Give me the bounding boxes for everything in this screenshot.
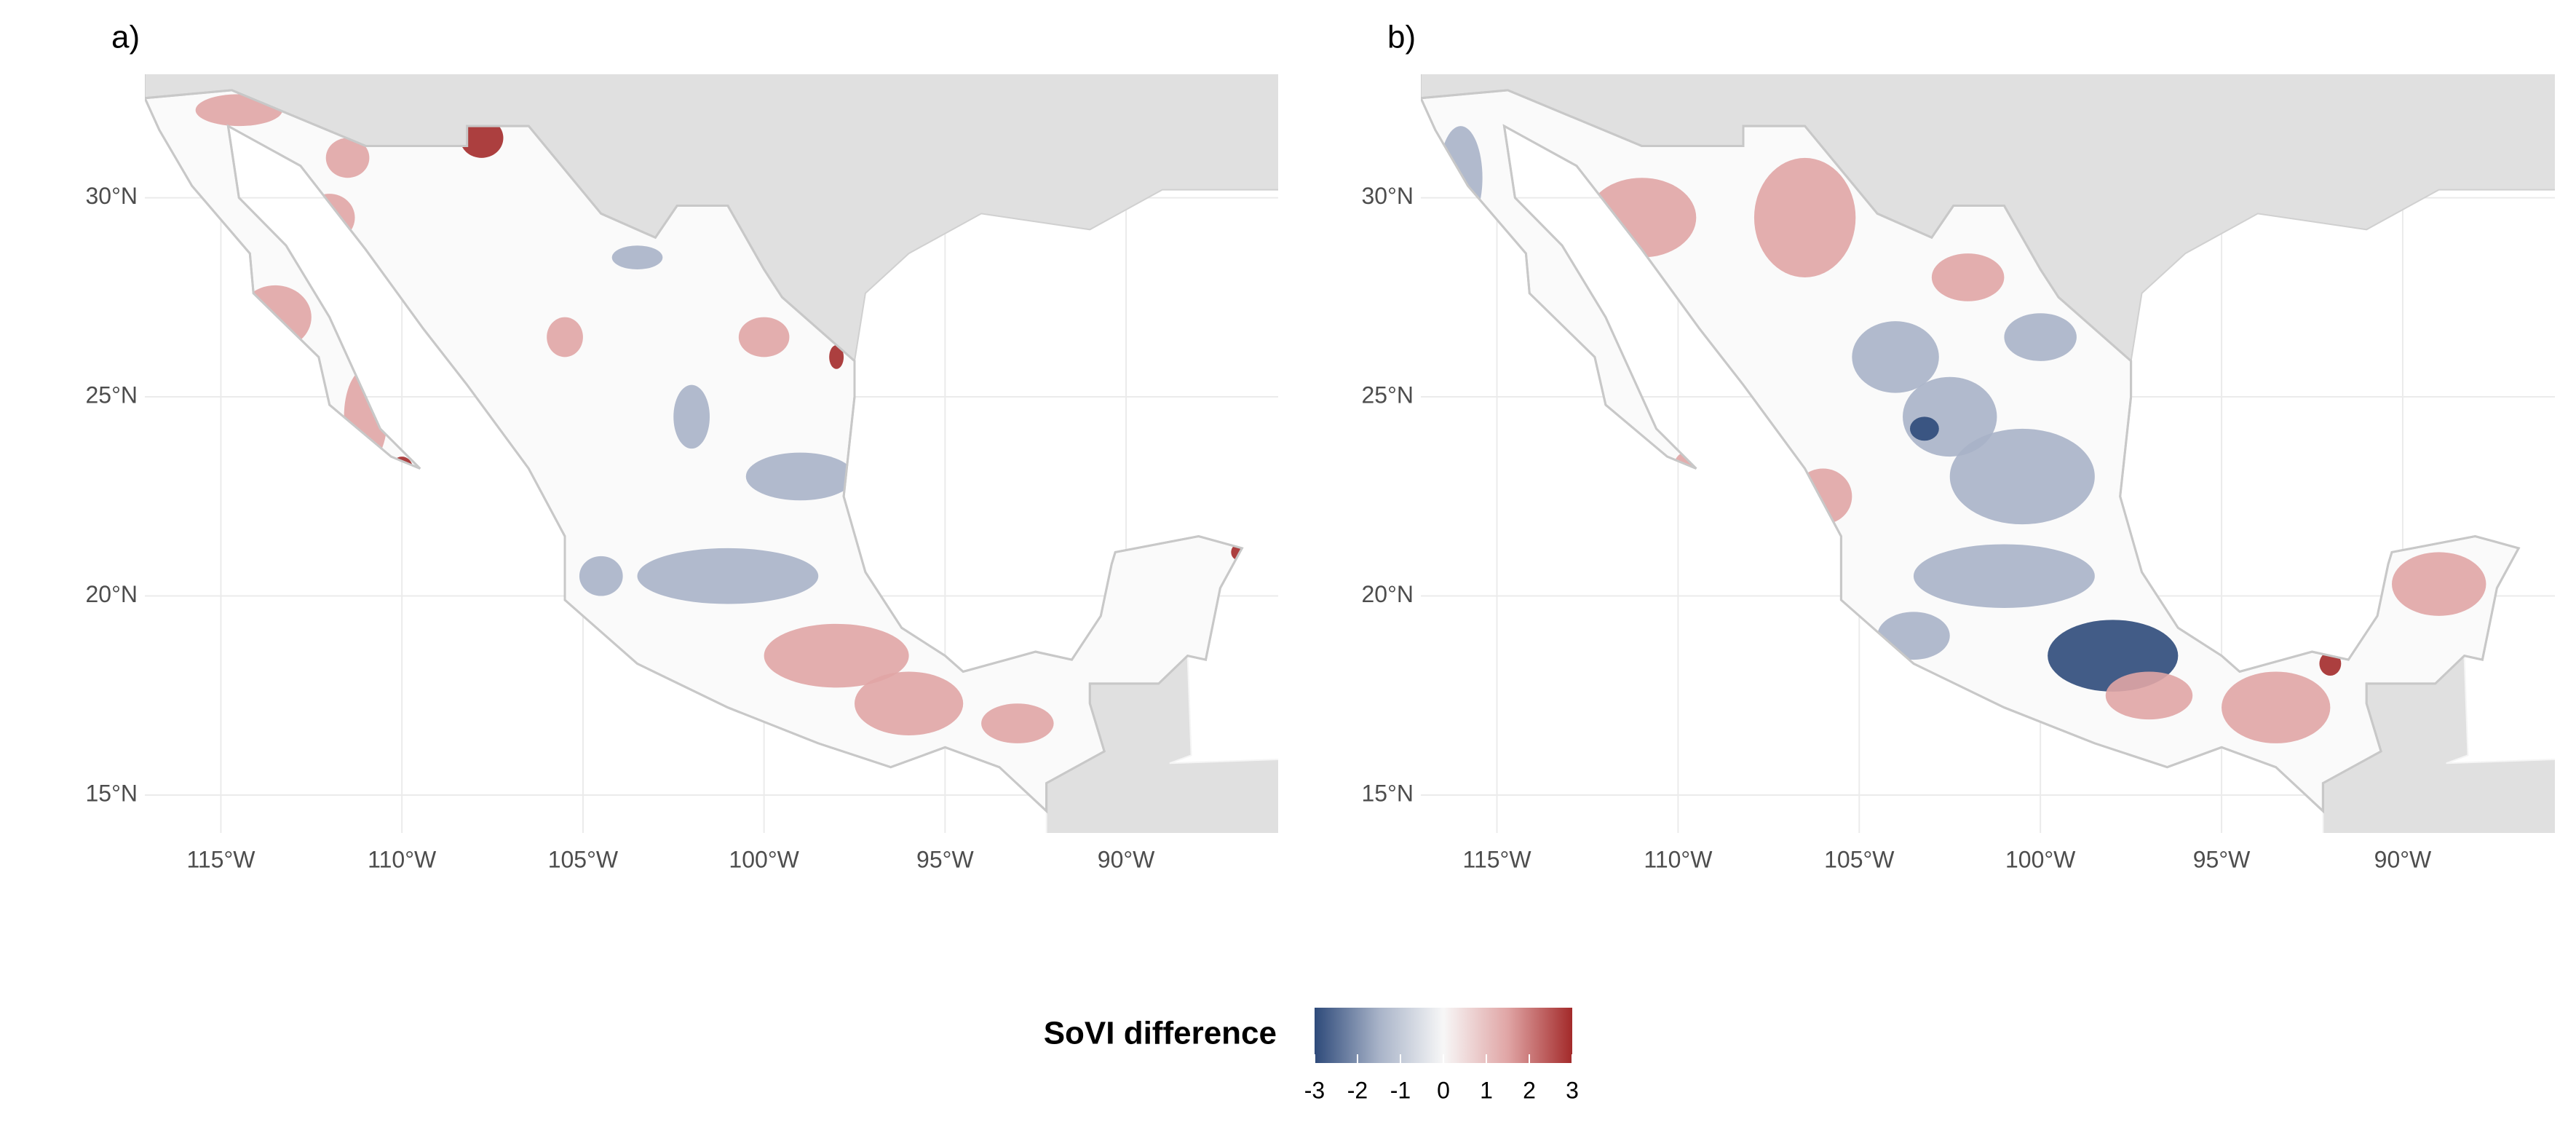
region xyxy=(579,556,623,596)
x-tick-label: 90°W xyxy=(2374,846,2432,872)
region xyxy=(1587,178,1697,258)
mexico-outline xyxy=(145,89,1244,814)
y-tick-label: 20°N xyxy=(1362,581,1414,607)
map-panel: 15°N 20°N 25°N 30°N 115°W 110°W 105°W 100°W 95°W… xyxy=(1362,20,2555,872)
region xyxy=(673,384,710,449)
region xyxy=(547,317,583,357)
panel-tag: a) xyxy=(111,20,140,55)
region xyxy=(459,118,504,158)
region xyxy=(2105,671,2193,720)
region xyxy=(1794,468,1852,525)
region xyxy=(829,344,844,369)
y-tick-label: 25°N xyxy=(1362,382,1414,408)
x-tick-label: 100°W xyxy=(729,846,799,872)
x-tick-label: 105°W xyxy=(1824,846,1895,872)
map-panel: 15°N 20°N 25°N 30°N 115°W 110°W 105°W 100°W 95°W… xyxy=(86,20,1278,872)
y-tick-label: 20°N xyxy=(86,581,138,607)
x-tick-label: 110°W xyxy=(368,846,437,872)
y-tick-label: 30°N xyxy=(86,183,138,209)
region xyxy=(1913,544,2095,608)
region xyxy=(611,245,663,270)
y-tick-label: 15°N xyxy=(1362,780,1414,806)
region xyxy=(1852,321,1939,393)
colorbar-label: -3 xyxy=(1304,1077,1325,1103)
x-tick-label: 95°W xyxy=(2193,846,2251,872)
legend-title: SoVI difference xyxy=(1044,1016,1277,1051)
region xyxy=(1877,612,1950,660)
mexico-outline xyxy=(1421,89,2521,814)
colorbar-label: 1 xyxy=(1480,1077,1493,1103)
colorbar-label: 2 xyxy=(1523,1077,1536,1103)
region xyxy=(2222,671,2331,743)
region xyxy=(2004,313,2077,361)
region xyxy=(738,317,790,357)
region xyxy=(1438,126,1483,230)
region xyxy=(304,194,355,242)
y-tick-label: 25°N xyxy=(86,382,138,408)
regions xyxy=(1438,126,2486,743)
y-tick-label: 15°N xyxy=(86,780,138,806)
x-tick-label: 115°W xyxy=(1463,846,1532,872)
colorbar xyxy=(1315,1008,1572,1063)
x-tick-label: 90°W xyxy=(1098,846,1155,872)
x-tick-label: 115°W xyxy=(186,846,255,872)
region xyxy=(764,623,909,688)
region xyxy=(637,548,819,604)
x-tick-label: 100°W xyxy=(2005,846,2076,872)
land xyxy=(145,74,1278,833)
region xyxy=(1909,416,1939,441)
colorbar-label: -1 xyxy=(1390,1077,1411,1103)
colorbar-label: 0 xyxy=(1437,1077,1450,1103)
region xyxy=(325,138,370,178)
x-tick-label: 95°W xyxy=(916,846,974,872)
region xyxy=(344,368,388,465)
legend: SoVI difference -3 -2 -1 0 1 2 3 xyxy=(1044,1008,1579,1103)
x-tick-label: 105°W xyxy=(548,846,619,872)
x-tick-label: 110°W xyxy=(1644,846,1713,872)
region xyxy=(1949,428,2095,525)
region xyxy=(981,703,1054,743)
region xyxy=(854,671,964,735)
colorbar-label: -2 xyxy=(1347,1077,1368,1103)
panel-tag: b) xyxy=(1387,20,1416,55)
land xyxy=(1421,74,2555,833)
region xyxy=(2392,552,2486,616)
region xyxy=(1931,253,2005,301)
y-tick-label: 30°N xyxy=(1362,183,1414,209)
region xyxy=(1753,157,1856,277)
colorbar-label: 3 xyxy=(1566,1077,1579,1103)
region xyxy=(745,452,855,501)
